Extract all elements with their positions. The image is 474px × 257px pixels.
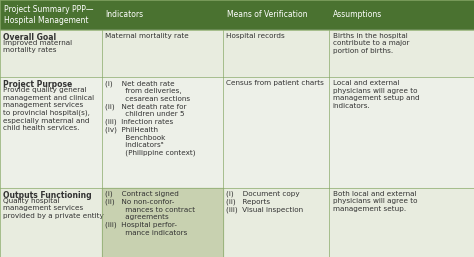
Text: Outputs Functioning: Outputs Functioning [3,191,92,200]
Text: Means of Verification: Means of Verification [227,10,307,19]
Text: Maternal mortality rate: Maternal mortality rate [105,33,189,39]
Text: Quality hospital
management services
provided by a private entity: Quality hospital management services pro… [3,198,104,219]
Bar [0,0,474,30]
Text: Census from patient charts: Census from patient charts [226,80,324,86]
Bar [0,77,474,188]
Text: Project Summary PPP—
Hospital Management: Project Summary PPP— Hospital Management [4,5,93,25]
Text: Hospital records: Hospital records [226,33,285,39]
Text: Improved maternal
mortality rates: Improved maternal mortality rates [3,40,73,53]
Text: Assumptions: Assumptions [333,10,383,19]
Bar [0,188,474,257]
Text: Births in the hospital
contribute to a major
portion of births.: Births in the hospital contribute to a m… [333,33,409,54]
Text: Overall Goal: Overall Goal [3,33,56,42]
Text: Both local and external
physicians will agree to
management setup.: Both local and external physicians will … [333,191,417,212]
Text: (i)    Contract signed
(ii)   No non-confor-
         mances to contract
       : (i) Contract signed (ii) No non-confor- … [105,191,195,236]
Text: (i)    Document copy
(ii)   Reports
(iii)  Visual inspection: (i) Document copy (ii) Reports (iii) Vis… [226,191,303,213]
Text: Provide quality general
management and clinical
management services
to provincia: Provide quality general management and c… [3,87,94,131]
Bar [0,30,474,77]
Text: Project Purpose: Project Purpose [3,80,73,89]
Text: Local and external
physicians will agree to
management setup and
indicators.: Local and external physicians will agree… [333,80,419,109]
Bar [102,188,223,257]
Text: (i)    Net death rate
         from deliveries,
         cesarean sections
(ii) : (i) Net death rate from deliveries, cesa… [105,80,196,156]
Text: Indicators: Indicators [106,10,144,19]
